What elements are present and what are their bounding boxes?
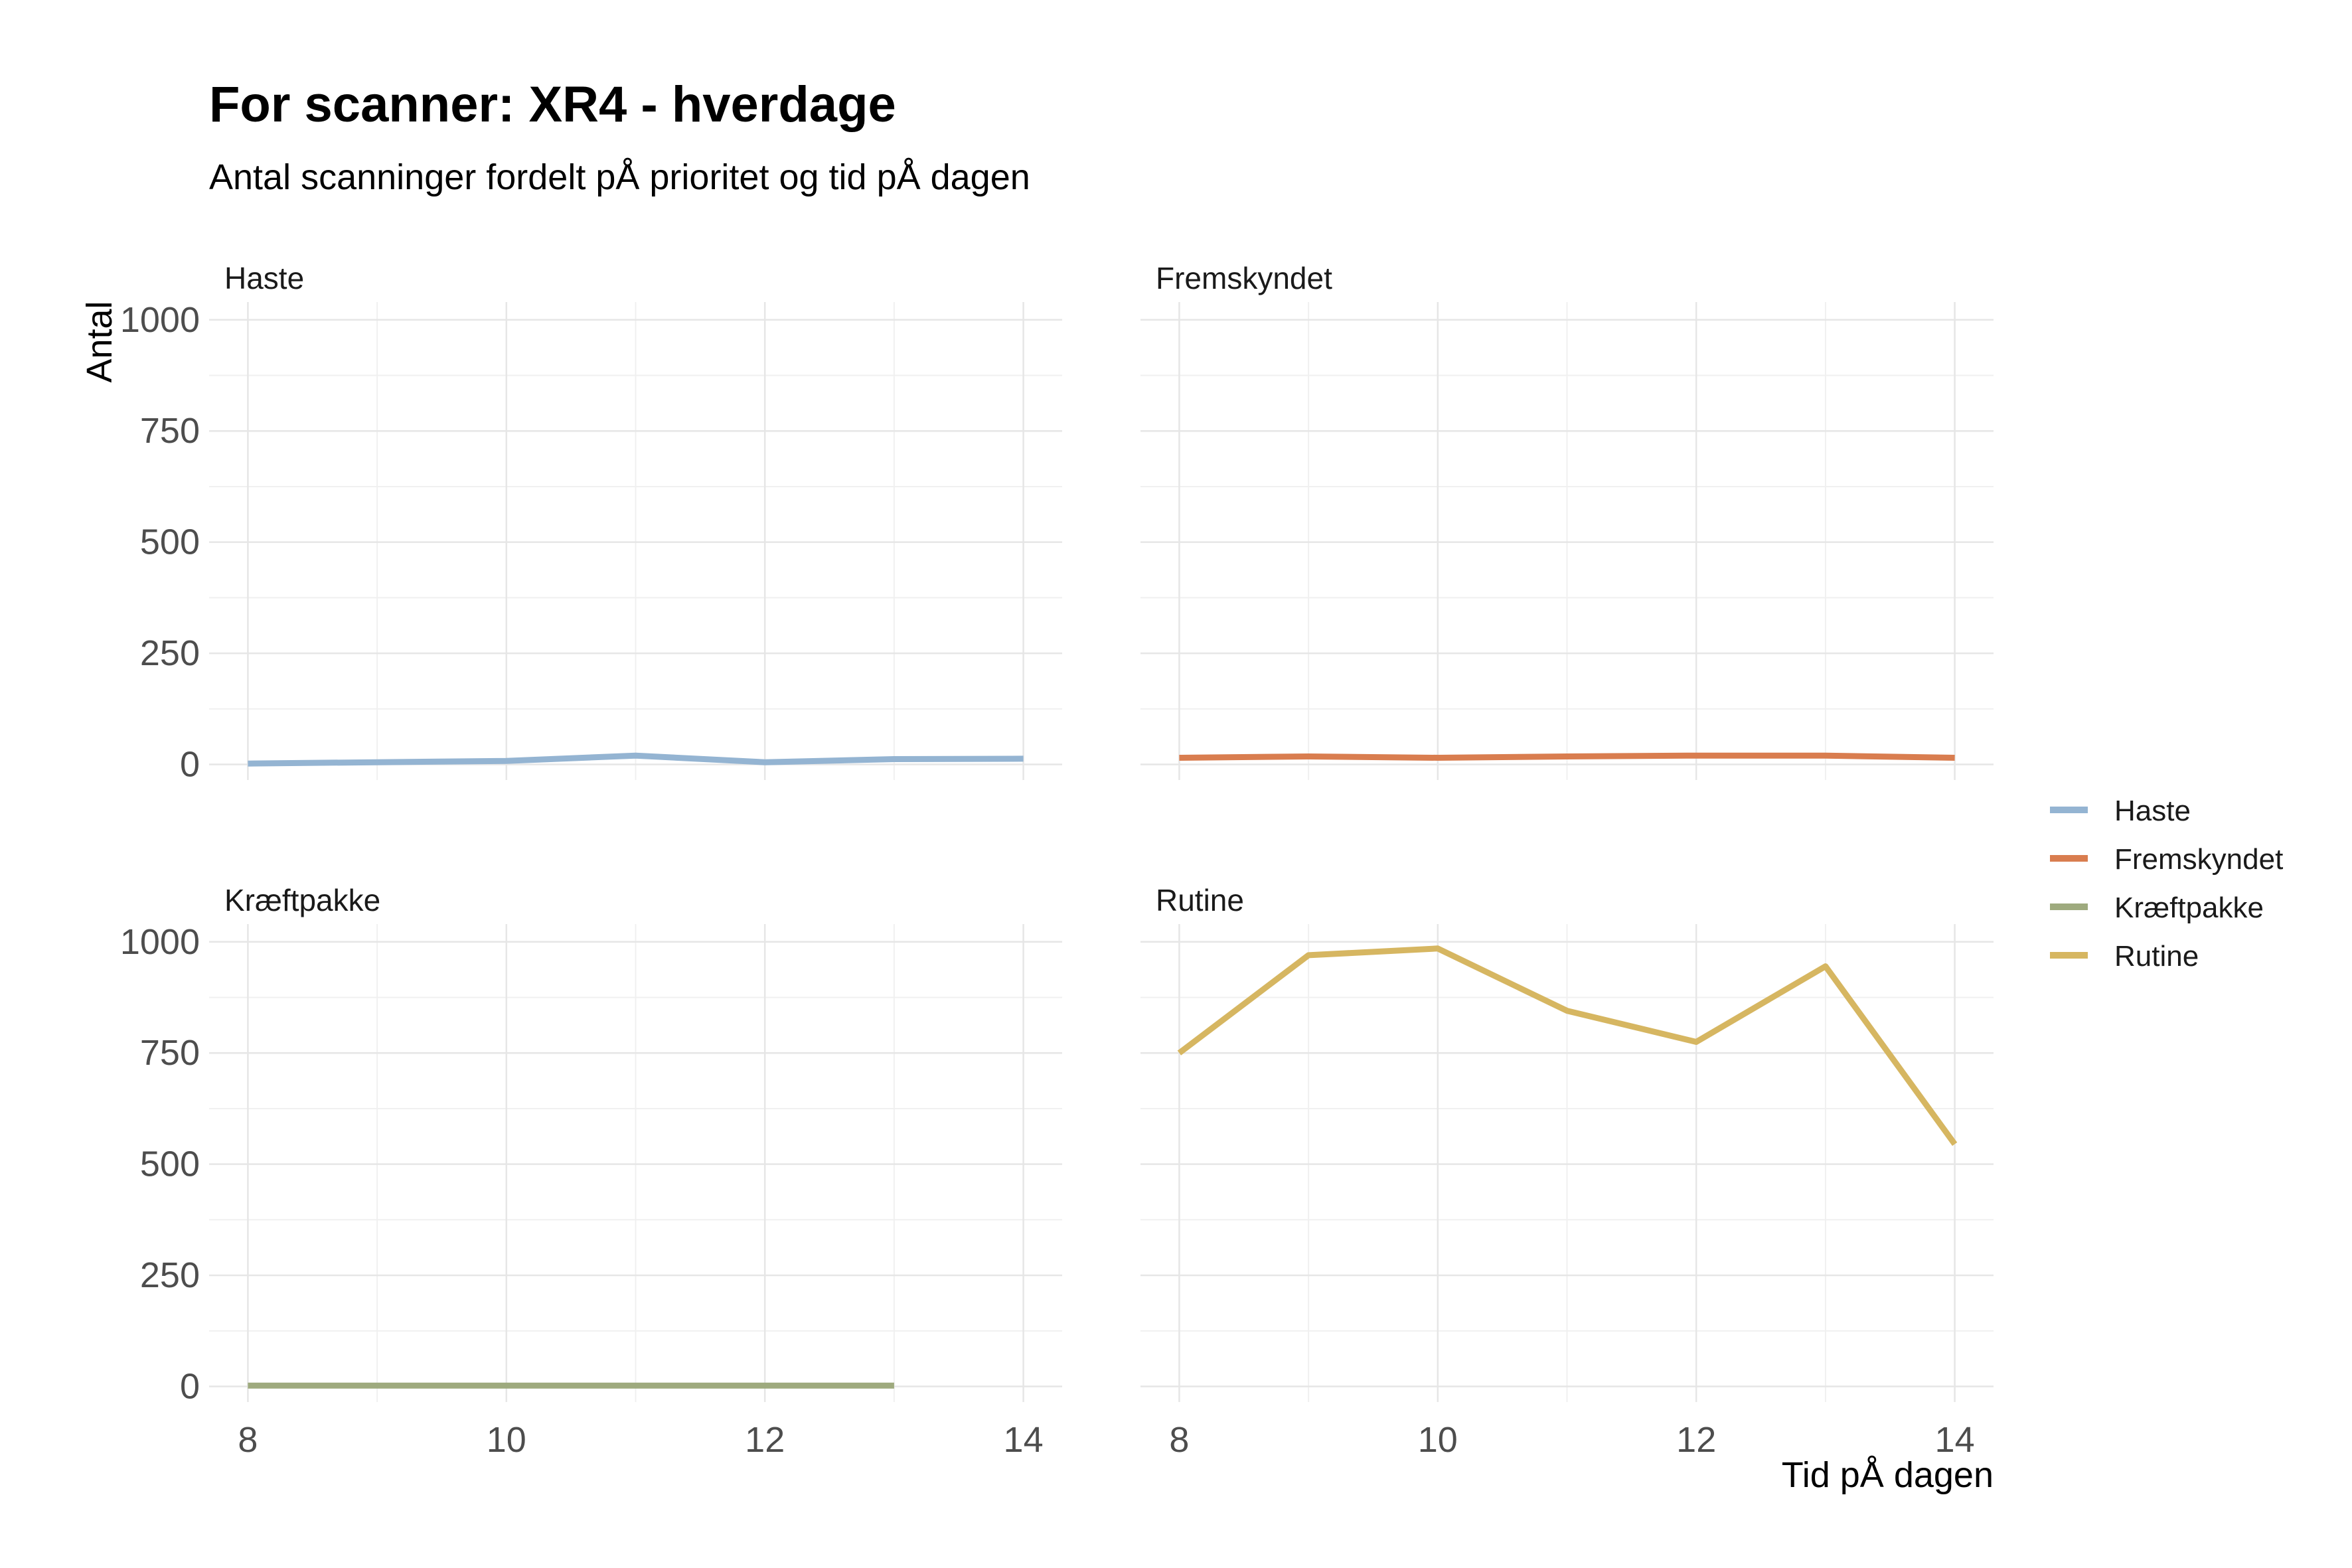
x-tick-label: 10: [487, 1420, 526, 1460]
series-line-haste: [248, 752, 1024, 767]
legend: Haste Fremskyndet Kræftpakke Rutine: [2050, 795, 2283, 973]
y-tick-label: 0: [180, 745, 200, 785]
legend-label-fremskyndet: Fremskyndet: [2114, 843, 2283, 876]
x-tick-label: 10: [1418, 1420, 1458, 1460]
x-tick-label: 8: [238, 1420, 258, 1460]
panel-kr-ftpakke: Kræftpakke 0 250 500 750 1000 8 10 12 14: [120, 883, 1062, 1460]
y-tick-label: 1000: [120, 300, 200, 340]
panel-fremskyndet: Fremskyndet: [1140, 261, 1994, 780]
y-tick-label: 750: [140, 411, 200, 451]
panel-title-fremskyndet: Fremskyndet: [1156, 261, 1332, 295]
x-axis-label: Tid pÅ dagen: [1782, 1455, 1994, 1495]
y-tick-label: 500: [140, 522, 200, 562]
panel-title-rutine: Rutine: [1156, 883, 1244, 917]
panel-title-kr-ftpakke: Kræftpakke: [224, 883, 380, 917]
series-line-rutine: [1177, 945, 1958, 1146]
x-tick-label: 12: [1676, 1420, 1716, 1460]
panel-haste: Haste 0 250 500 750 1000: [120, 261, 1062, 785]
x-tick-label: 8: [1169, 1420, 1189, 1460]
y-tick-label: 750: [140, 1033, 200, 1073]
legend-label-kr-ftpakke: Kræftpakke: [2114, 892, 2264, 924]
x-tick-label: 12: [745, 1420, 785, 1460]
y-tick-label: 250: [140, 1255, 200, 1295]
legend-label-haste: Haste: [2114, 795, 2191, 827]
legend-label-rutine: Rutine: [2114, 940, 2199, 973]
chart-subtitle: Antal scanninger fordelt pÅ prioritet og…: [209, 157, 1030, 197]
y-tick-label: 1000: [120, 922, 200, 962]
y-axis-label: Antal: [80, 301, 119, 382]
series-line-fremskyndet: [1179, 752, 1955, 761]
chart-title: For scanner: XR4 - hverdage: [209, 76, 896, 133]
y-tick-label: 0: [180, 1367, 200, 1407]
y-tick-label: 250: [140, 633, 200, 673]
x-tick-label: 14: [1004, 1420, 1044, 1460]
y-tick-label: 500: [140, 1144, 200, 1184]
panel-rutine: Rutine 8 10 12 14: [1140, 883, 1994, 1460]
x-tick-label: 14: [1935, 1420, 1975, 1460]
panel-title-haste: Haste: [224, 261, 304, 295]
facet-panels: Haste 0 250 500 750 1000 Fremskyndet Kræftpakke…: [120, 261, 1994, 1460]
